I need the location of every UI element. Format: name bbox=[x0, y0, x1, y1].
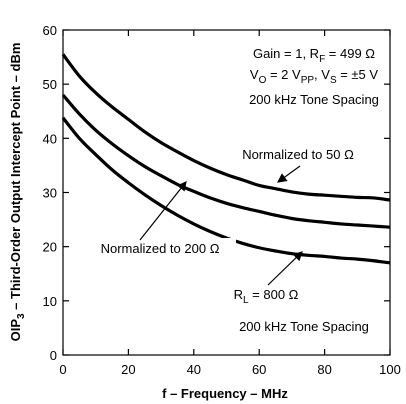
label-800-bg bbox=[213, 285, 321, 305]
bottom-note-bg bbox=[225, 316, 385, 334]
x-tick-label: 80 bbox=[317, 362, 331, 377]
y-tick-label: 50 bbox=[43, 77, 57, 92]
x-tick-label: 40 bbox=[187, 362, 201, 377]
y-tick-label: 10 bbox=[43, 294, 57, 309]
series-label-800: RL = 800 Ω bbox=[234, 287, 299, 306]
y-tick-label: 0 bbox=[50, 348, 57, 363]
series-line-1 bbox=[61, 93, 391, 229]
annotation-voltages: VO = 2 VPP, VS = ±5 V bbox=[250, 67, 378, 86]
axis-tick-labels: 0 20 40 60 80 100 0 10 20 30 40 50 60 bbox=[43, 23, 401, 377]
arrow-to-50-curve bbox=[277, 165, 301, 183]
arrow-to-200-curve bbox=[139, 181, 187, 241]
x-axis-label: f – Frequency – MHz bbox=[162, 386, 288, 401]
y-tick-label: 40 bbox=[43, 131, 57, 146]
x-tick-label: 100 bbox=[379, 362, 401, 377]
y-tick-label: 30 bbox=[43, 186, 57, 201]
x-tick-label: 20 bbox=[121, 362, 135, 377]
annotation-tone-spacing-bottom: 200 kHz Tone Spacing bbox=[239, 319, 369, 334]
x-tick-label: 60 bbox=[252, 362, 266, 377]
series-label-200: Normalized to 200 Ω bbox=[101, 241, 220, 256]
axis-ticks bbox=[62, 29, 391, 356]
x-tick-label: 0 bbox=[59, 362, 66, 377]
y-tick-label: 60 bbox=[43, 23, 57, 38]
annotation-tone-spacing-top: 200 kHz Tone Spacing bbox=[249, 92, 379, 107]
y-tick-label: 20 bbox=[43, 240, 57, 255]
arrow-to-800-curve bbox=[267, 251, 303, 286]
y-axis-label: OIP3 – Third-Order Output Intercept Poin… bbox=[8, 43, 27, 342]
annotation-gain: Gain = 1, RF = 499 Ω bbox=[253, 46, 375, 65]
series-label-50: Normalized to 50 Ω bbox=[242, 147, 354, 162]
label-200-bg bbox=[84, 238, 236, 258]
label-50-bg bbox=[226, 145, 370, 163]
series-line-0 bbox=[61, 53, 391, 202]
